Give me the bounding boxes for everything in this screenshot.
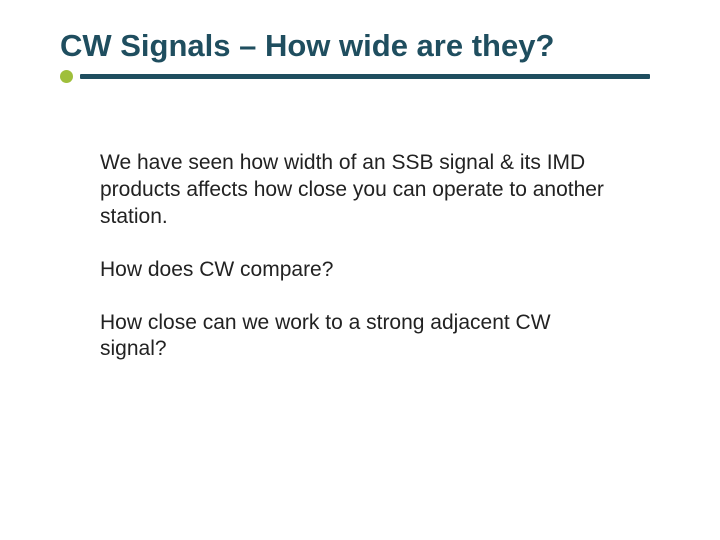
slide-body: We have seen how width of an SSB signal … [100,150,620,363]
body-paragraph: We have seen how width of an SSB signal … [100,150,620,231]
title-underline [60,70,650,82]
underline-bar [80,74,650,79]
slide-title: CW Signals – How wide are they? [60,28,660,64]
bullet-dot-icon [60,70,73,83]
body-paragraph: How close can we work to a strong adjace… [100,310,620,364]
slide-title-block: CW Signals – How wide are they? [60,28,660,82]
body-paragraph: How does CW compare? [100,257,620,284]
